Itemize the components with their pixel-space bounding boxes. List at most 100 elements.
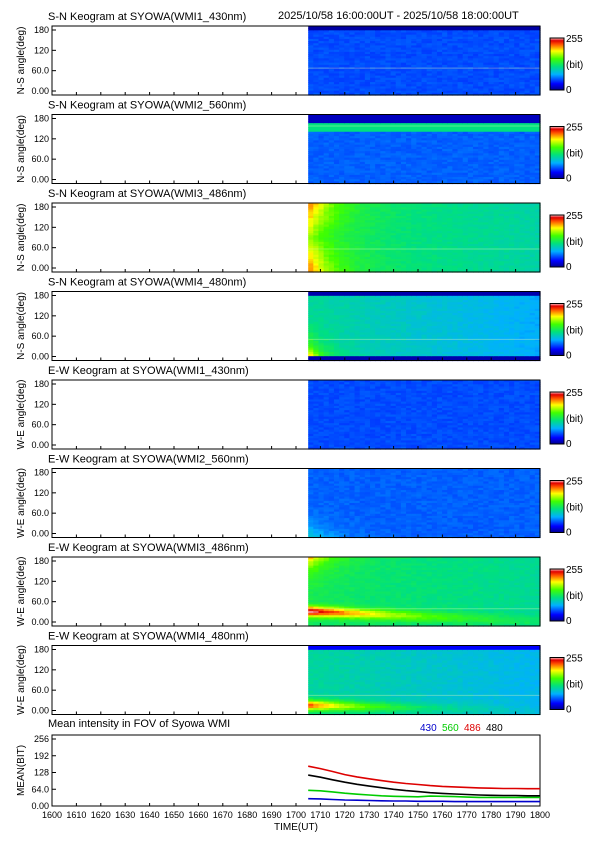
heatmap-cell (380, 142, 387, 146)
heatmap-cell (318, 306, 325, 310)
heatmap-cell (380, 218, 387, 221)
heatmap-cell (478, 64, 484, 68)
heatmap-cell (488, 233, 495, 236)
heatmap-cell (318, 211, 325, 215)
heatmap-cell (493, 222, 500, 226)
heatmap-cell (354, 248, 361, 252)
heatmap-cell (498, 161, 505, 165)
heatmap-cell (514, 213, 520, 217)
heatmap-cell (375, 43, 381, 47)
heatmap-cell (323, 207, 330, 211)
heatmap-cell (328, 58, 335, 62)
heatmap-cell (457, 54, 464, 57)
heatmap-cell (400, 203, 407, 206)
heatmap-cell (514, 127, 520, 131)
heatmap-cell (390, 43, 397, 47)
heatmap-cell (534, 263, 541, 267)
heatmap-cell (400, 75, 407, 79)
heatmap-cell (488, 211, 495, 215)
heatmap-cell (473, 153, 479, 157)
heatmap-cell (385, 239, 392, 243)
heatmap-cell (308, 323, 314, 327)
heatmap-cell (442, 127, 448, 131)
heatmap-cell (524, 49, 531, 53)
heatmap-cell (436, 265, 443, 269)
heatmap-cell (349, 261, 356, 264)
heatmap-cell (328, 157, 335, 161)
heatmap-cell (529, 166, 536, 170)
heatmap-cell (457, 142, 464, 146)
heatmap-cell (323, 291, 330, 295)
heatmap-cell (339, 51, 345, 55)
heatmap-cell (483, 47, 490, 51)
heatmap-cell (308, 159, 314, 163)
heatmap-cell (483, 138, 490, 141)
heatmap-cell (380, 30, 387, 34)
heatmap-cell (359, 38, 366, 42)
heatmap-cell (498, 235, 505, 239)
heatmap-cell (421, 38, 428, 42)
heatmap-cell (380, 144, 387, 148)
heatmap-cell (400, 263, 407, 267)
heatmap-cell (344, 220, 351, 224)
heatmap-cell (344, 313, 351, 316)
heatmap-cell (467, 75, 474, 79)
heatmap-cell (411, 254, 417, 258)
heatmap-cell (390, 265, 397, 269)
heatmap-cell (411, 43, 417, 47)
heatmap-cell (380, 133, 387, 137)
heatmap-cell (514, 215, 520, 219)
heatmap-cell (323, 323, 330, 327)
heatmap-cell (447, 207, 454, 211)
heatmap-cell (333, 146, 340, 150)
heatmap-cell (354, 140, 361, 144)
heatmap-cell (344, 246, 351, 249)
heatmap-cell (503, 136, 510, 139)
heatmap-cell (524, 239, 531, 243)
heatmap-cell (364, 41, 371, 44)
heatmap-cell (478, 241, 484, 245)
heatmap-cell (344, 136, 351, 139)
heatmap-cell (462, 224, 469, 228)
heatmap-cell (349, 174, 356, 178)
heatmap-cell (375, 269, 381, 273)
heatmap-cell (380, 302, 387, 306)
heatmap-cell (308, 138, 314, 141)
heatmap-cell (318, 336, 325, 340)
heatmap-cell (473, 144, 479, 148)
heatmap-cell (519, 131, 526, 135)
heatmap-cell (514, 114, 520, 118)
heatmap-cell (323, 297, 330, 301)
heatmap-cell (390, 60, 397, 64)
heatmap-cell (359, 313, 366, 316)
heatmap-cell (328, 56, 335, 59)
heatmap-cell (436, 38, 443, 42)
heatmap-cell (534, 82, 541, 85)
heatmap-cell (509, 151, 515, 154)
heatmap-cell (323, 310, 330, 314)
heatmap-cell (349, 71, 356, 75)
heatmap-cell (323, 41, 330, 44)
heatmap-cell (462, 51, 469, 55)
heatmap-cell (483, 205, 490, 208)
heatmap-cell (498, 166, 505, 170)
heatmap-cell (524, 241, 531, 245)
heatmap-cell (318, 269, 325, 273)
heatmap-cell (519, 26, 526, 29)
heatmap-cell (390, 224, 397, 228)
heatmap-cell (519, 263, 526, 267)
y-axis-label: N-S angle(deg) (16, 27, 27, 95)
heatmap-cell (416, 77, 423, 81)
heatmap-cell (364, 218, 371, 221)
heatmap-cell (318, 30, 325, 34)
heatmap-cell (503, 222, 510, 226)
heatmap-cell (354, 295, 361, 299)
heatmap-cell (370, 79, 376, 83)
heatmap-cell (421, 177, 428, 180)
heatmap-cell (529, 218, 536, 221)
heatmap-cell (436, 69, 443, 72)
heatmap-cell (318, 308, 325, 312)
heatmap-cell (400, 140, 407, 144)
heatmap-cell (457, 164, 464, 167)
heatmap-cell (462, 213, 469, 217)
